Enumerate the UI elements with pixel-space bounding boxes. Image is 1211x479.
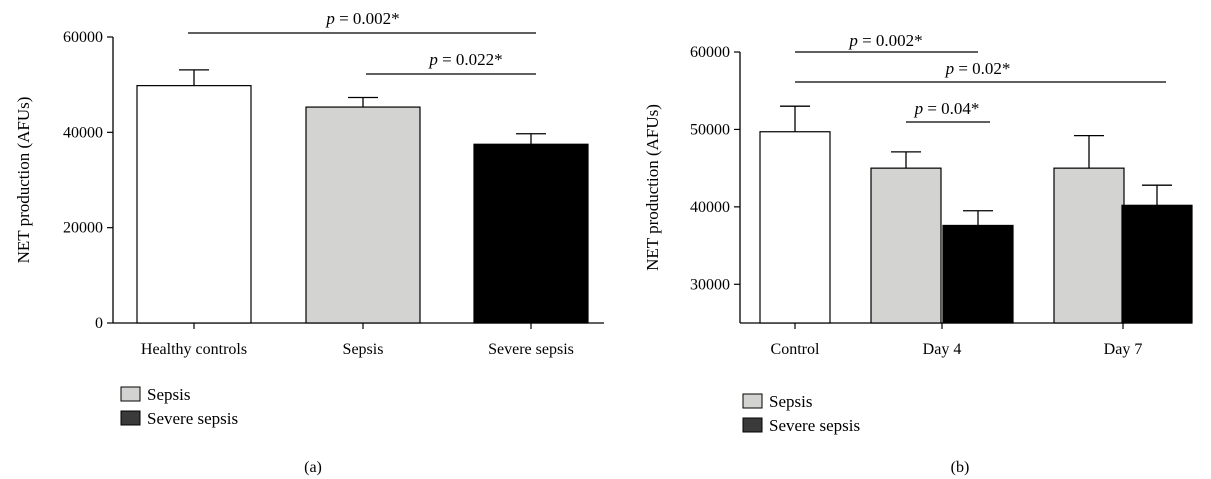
bar-severe-sepsis-2 — [943, 225, 1013, 323]
y-tick-label: 50000 — [690, 121, 730, 138]
panel-label-b: (b) — [951, 459, 970, 476]
legend-label: Sepsis — [147, 385, 190, 404]
y-tick-label: 20000 — [63, 220, 103, 237]
significance-label-2: p = 0.022* — [428, 50, 502, 69]
y-tick-label: 0 — [95, 315, 103, 332]
x-tick-label: Severe sepsis — [488, 341, 574, 358]
legend-label: Severe sepsis — [769, 416, 860, 435]
y-tick-label: 40000 — [63, 124, 103, 141]
legend-label: Sepsis — [769, 392, 812, 411]
significance-label-1: p = 0.002* — [848, 31, 922, 50]
x-tick-label: Day 4 — [923, 341, 962, 358]
significance-label-1-p: p — [848, 31, 858, 50]
chart-panel-a: 0 20000 40000 60000 NET production (AFUs) Hea… — [14, 9, 604, 476]
significance-label-3: p = 0.04* — [914, 99, 980, 118]
significance-label-3-value: = 0.04* — [923, 99, 979, 118]
y-tick-label: 60000 — [690, 44, 730, 61]
chart-panel-b: 30000 40000 50000 60000 NET production (AFUs… — [643, 31, 1192, 476]
legend-label: Severe sepsis — [147, 409, 238, 428]
significance-label-1: p = 0.002* — [325, 9, 399, 28]
legend-swatch — [121, 411, 140, 425]
significance-label-2-value: = 0.022* — [438, 50, 503, 69]
bar-severe-sepsis-3 — [1122, 205, 1192, 323]
significance-label-1-value: = 0.002* — [335, 9, 400, 28]
legend-swatch — [121, 387, 140, 401]
y-tick-label: 30000 — [690, 276, 730, 293]
bar-sepsis-3 — [1054, 168, 1124, 323]
legend-swatch — [743, 418, 762, 432]
panel-label-a: (a) — [304, 459, 322, 476]
y-tick-label: 60000 — [63, 29, 103, 46]
significance-label-1-p: p — [325, 9, 335, 28]
x-tick-label: Control — [771, 341, 820, 358]
y-axis-label: NET production (AFUs) — [643, 104, 662, 271]
bar-control-1 — [760, 132, 830, 323]
significance-label-2-value: = 0.02* — [954, 59, 1010, 78]
bar-sepsis-2 — [871, 168, 941, 323]
y-tick-label: 40000 — [690, 199, 730, 216]
significance-label-3-p: p — [914, 99, 924, 118]
significance-label-2-p: p — [428, 50, 438, 69]
x-tick-label: Day 7 — [1104, 341, 1143, 358]
bar-1 — [137, 86, 251, 323]
bar-2 — [306, 107, 420, 323]
x-tick-label: Sepsis — [343, 341, 384, 358]
y-axis-label: NET production (AFUs) — [14, 97, 33, 264]
bar-3 — [474, 144, 588, 323]
significance-label-1-value: = 0.002* — [858, 31, 923, 50]
x-tick-label: Healthy controls — [141, 341, 247, 358]
significance-label-2-p: p — [945, 59, 955, 78]
legend-swatch — [743, 394, 762, 408]
significance-label-2: p = 0.02* — [945, 59, 1011, 78]
